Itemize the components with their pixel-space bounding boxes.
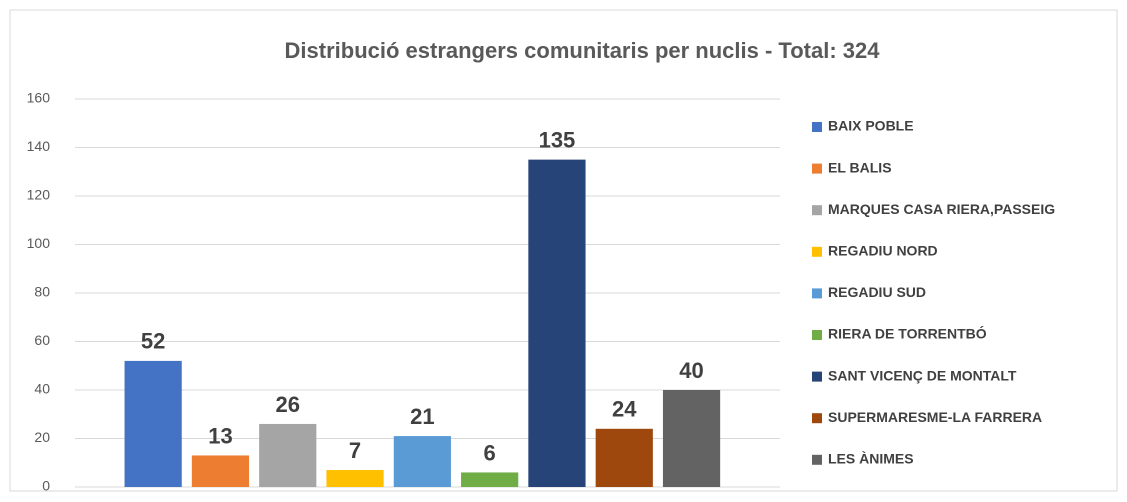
y-tick-label: 60 [34,332,50,348]
bar [461,472,519,487]
legend-swatch [812,205,822,216]
legend-swatch [812,163,822,174]
legend-swatch [812,330,822,340]
legend-label: SANT VICENÇ DE MONTALT [828,367,1017,383]
bar [191,455,250,487]
data-label: 24 [612,397,637,422]
legend-swatch [812,413,822,424]
legend-label: EL BALIS [828,159,892,175]
data-label: 135 [539,127,576,152]
legend-label: LES ÀNIMES [828,451,914,467]
legend-swatch [812,122,822,132]
bar [595,428,653,487]
data-label: 21 [410,404,434,429]
bar [326,470,384,487]
legend-swatch [812,454,822,465]
bar [528,159,586,487]
y-tick-label: 140 [27,138,51,154]
legend-swatch [812,371,822,382]
y-tick-label: 120 [27,187,51,203]
data-label: 52 [141,329,165,354]
bar [662,390,721,487]
y-tick-label: 80 [34,284,50,300]
bar [259,423,317,487]
y-tick-label: 160 [27,90,51,106]
bar [393,436,451,487]
data-label: 7 [349,438,361,463]
legend-label: RIERA DE TORRENTBÓ [828,325,987,342]
legend-swatch [812,288,822,299]
y-tick-label: 0 [42,478,50,494]
y-tick-label: 40 [34,381,50,397]
legend-label: REGADIU NORD [828,243,938,259]
data-label: 13 [208,423,232,448]
y-tick-label: 20 [34,429,50,445]
data-label: 26 [276,392,300,417]
data-label: 40 [679,358,703,383]
legend-swatch [812,246,822,257]
legend-label: MARQUES CASA RIERA,PASSEIG [828,201,1055,217]
data-label: 6 [484,440,496,465]
legend-label: BAIX POBLE [828,118,914,134]
chart-title: Distribució estrangers comunitaris per n… [285,38,881,63]
bar [124,360,182,487]
legend-label: REGADIU SUD [828,284,926,300]
y-tick-label: 100 [27,235,51,251]
legend-label: SUPERMARESME-LA FARRERA [828,409,1042,425]
